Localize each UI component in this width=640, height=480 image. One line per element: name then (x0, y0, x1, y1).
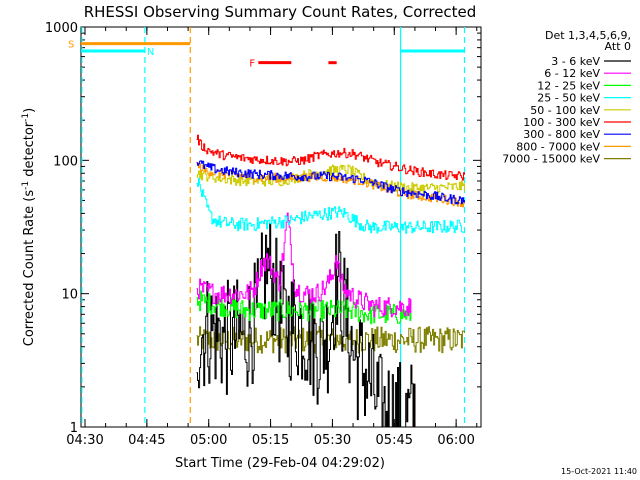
state-bar-label: F (249, 59, 255, 70)
data-series (196, 134, 465, 428)
x-tick-label: 06:00 (437, 433, 474, 448)
footer-timestamp: 15-Oct-2021 11:40 (561, 467, 637, 476)
series-line-6-12-kev (196, 212, 412, 318)
legend-entry-label: 12 - 25 keV (537, 79, 600, 92)
vertical-markers (81, 27, 466, 427)
x-tick-label: 04:30 (66, 433, 103, 448)
legend-entry-label: 800 - 7000 keV (516, 140, 600, 153)
legend-title-line: Det 1,3,4,5,6,9, (545, 29, 631, 42)
series-line-50-100-kev (196, 164, 465, 194)
legend-entry-label: 6 - 12 keV (544, 67, 600, 80)
legend-entry-label: 25 - 50 keV (537, 92, 600, 105)
series-line-100-300-kev (196, 134, 465, 181)
state-bar-label: N (147, 47, 154, 58)
x-axis-label: Start Time (29-Feb-04 04:29:02) (175, 456, 385, 471)
state-bar-label: S (68, 40, 74, 51)
state-bars: S N F (68, 40, 465, 70)
x-tick-label: 05:00 (190, 433, 227, 448)
series-line-300-800-kev (196, 160, 465, 205)
legend-title-line: Att 0 (605, 40, 631, 53)
y-tick-label: 1000 (45, 21, 78, 36)
plot-area (80, 26, 482, 428)
x-tick-label: 05:15 (252, 433, 289, 448)
y-tick-label: 10 (61, 288, 78, 303)
y-tick-label: 100 (53, 154, 78, 169)
legend-entry-label: 50 - 100 keV (530, 104, 600, 117)
y-axis-label: Corrected Count Rate (s-1 detector-1) (21, 108, 37, 346)
x-axis-ticks: 04:30 04:45 05:00 05:15 05:30 05:45 06:00 (66, 27, 478, 448)
x-tick-label: 05:30 (314, 433, 351, 448)
series-line-3-6-kev (196, 223, 416, 428)
y-tick-label: 1 (70, 421, 78, 436)
legend-entry-label: 3 - 6 keV (551, 55, 600, 68)
legend-entry-label: 300 - 800 keV (523, 128, 600, 141)
x-tick-label: 04:45 (128, 433, 165, 448)
series-line-25-50-kev (196, 177, 465, 234)
plot-frame (80, 26, 482, 428)
legend-entry-label: 7000 - 15000 keV (502, 153, 600, 166)
legend-entry-label: 100 - 300 keV (523, 116, 600, 129)
chart-title: RHESSI Observing Summary Count Rates, Co… (84, 3, 477, 21)
x-tick-label: 05:45 (376, 433, 413, 448)
